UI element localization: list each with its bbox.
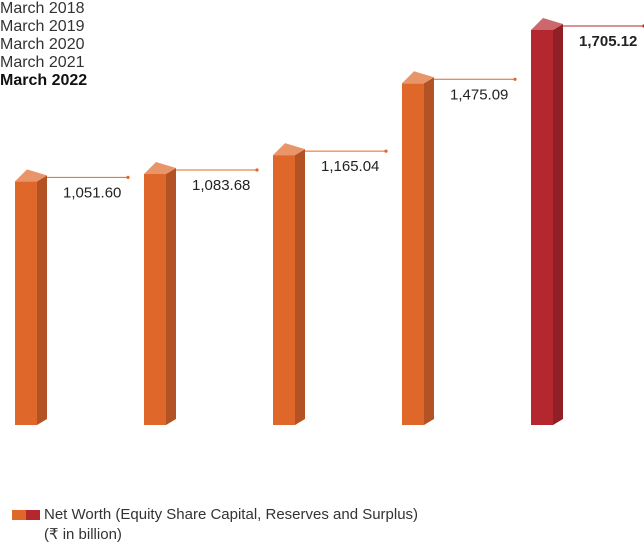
- value-label: 1,083.68: [192, 177, 250, 194]
- bar-side: [37, 175, 47, 425]
- value-label: 1,165.04: [321, 158, 379, 175]
- value-label: 1,475.09: [450, 86, 508, 103]
- leader-dot: [126, 175, 130, 179]
- bar-front: [144, 173, 166, 425]
- x-tick-label: March 2021: [0, 54, 85, 71]
- x-tick-label: March 2018: [0, 0, 85, 17]
- leader-dot: [384, 149, 388, 153]
- value-label: 1,051.60: [63, 184, 121, 201]
- bar-side: [166, 167, 176, 425]
- unit-note: (₹ in billion): [44, 526, 122, 543]
- x-tick-label: March 2019: [0, 18, 85, 35]
- x-tick-label: March 2020: [0, 36, 85, 53]
- bar-top: [144, 161, 176, 174]
- legend-swatch: [12, 510, 26, 520]
- bar-top: [531, 18, 563, 30]
- bar-front: [273, 155, 295, 425]
- bar-front: [402, 83, 424, 425]
- bar-top: [402, 71, 434, 84]
- bar-side: [295, 149, 305, 425]
- bar-front: [531, 30, 553, 425]
- x-tick-label: March 2022: [0, 72, 88, 89]
- bar-front: [15, 181, 37, 425]
- legend-label: Net Worth (Equity Share Capital, Reserve…: [44, 506, 419, 523]
- bar-top: [15, 169, 47, 182]
- leader-dot: [255, 168, 259, 172]
- bar-top: [273, 143, 305, 156]
- legend-swatch: [26, 510, 40, 520]
- value-label: 1,705.12: [579, 33, 637, 50]
- bar-side: [553, 24, 563, 425]
- leader-dot: [513, 77, 517, 81]
- bar-side: [424, 77, 434, 425]
